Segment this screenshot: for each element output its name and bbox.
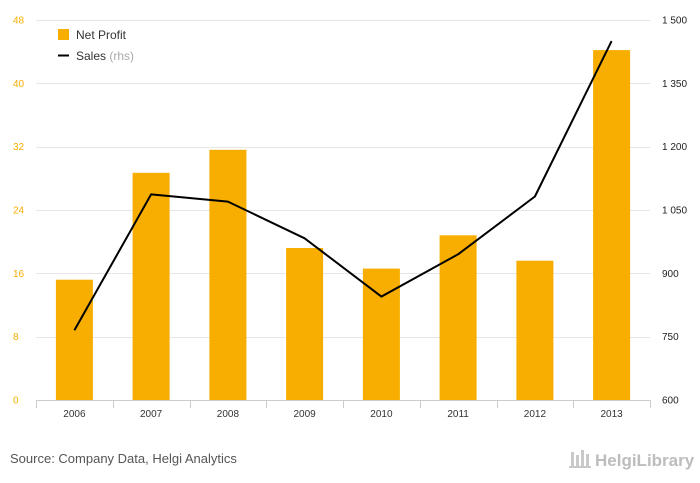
- legend-label-net-profit: Net Profit: [76, 28, 127, 42]
- x-tick-label-2013: 2013: [600, 409, 623, 420]
- x-tick-label-2011: 2011: [447, 409, 469, 420]
- legend-label-sales-name: Sales: [76, 49, 106, 63]
- legend-label-sales: Sales (rhs): [76, 49, 134, 63]
- y-left-tick-label: 24: [13, 206, 25, 217]
- source-note: Source: Company Data, Helgi Analytics: [10, 451, 237, 466]
- y-right-tick-label: 1 500: [662, 16, 687, 27]
- x-tick-label-2012: 2012: [524, 409, 547, 420]
- y-axis-right: 600 750 900 1 050 1 200 1 350 1 500: [662, 16, 687, 407]
- x-tick-label-2006: 2006: [63, 409, 86, 420]
- x-axis: 2006 2007 2008 2009 2010 2011 2012 2013: [36, 400, 651, 420]
- y-right-tick-label: 1 050: [662, 206, 687, 217]
- y-right-tick-label: 600: [662, 396, 679, 407]
- bar-net-profit-2009: [286, 248, 324, 400]
- line-sales: [73, 40, 613, 331]
- bar-net-profit-2011: [439, 235, 477, 400]
- y-right-tick-label: 1 350: [662, 79, 687, 90]
- legend: Net Profit Sales (rhs): [58, 28, 134, 63]
- y-right-tick-label: 1 200: [662, 142, 687, 153]
- library-icon: [569, 450, 591, 468]
- legend-label-sales-suffix: (rhs): [106, 49, 134, 63]
- y-left-tick-label: 0: [13, 396, 19, 407]
- brand-logo: HelgiLibrary: [569, 450, 695, 470]
- y-left-tick-label: 8: [13, 332, 19, 343]
- bar-net-profit-2008: [209, 149, 247, 400]
- bar-net-profit-2013: [593, 50, 631, 400]
- bars: [55, 50, 631, 400]
- y-axis-left: 0 8 16 24 32 40 48: [13, 16, 25, 407]
- grid: [36, 20, 650, 338]
- x-tick-label-2008: 2008: [217, 409, 240, 420]
- x-tick-label-2007: 2007: [140, 409, 163, 420]
- legend-swatch-net-profit: [58, 29, 69, 40]
- sales-line-layer: [73, 40, 613, 331]
- y-left-tick-label: 16: [13, 269, 25, 280]
- bar-net-profit-2012: [516, 260, 554, 400]
- y-right-tick-label: 900: [662, 269, 679, 280]
- y-left-tick-label: 32: [13, 142, 25, 153]
- y-right-tick-label: 750: [662, 332, 679, 343]
- bar-net-profit-2006: [55, 279, 93, 400]
- y-left-tick-label: 48: [13, 16, 25, 27]
- bar-net-profit-2007: [132, 172, 170, 400]
- bar-net-profit-2010: [362, 268, 400, 400]
- x-tick-label-2009: 2009: [293, 409, 316, 420]
- brand-name: HelgiLibrary: [595, 451, 695, 470]
- y-left-tick-label: 40: [13, 79, 25, 90]
- x-tick-label-2010: 2010: [370, 409, 393, 420]
